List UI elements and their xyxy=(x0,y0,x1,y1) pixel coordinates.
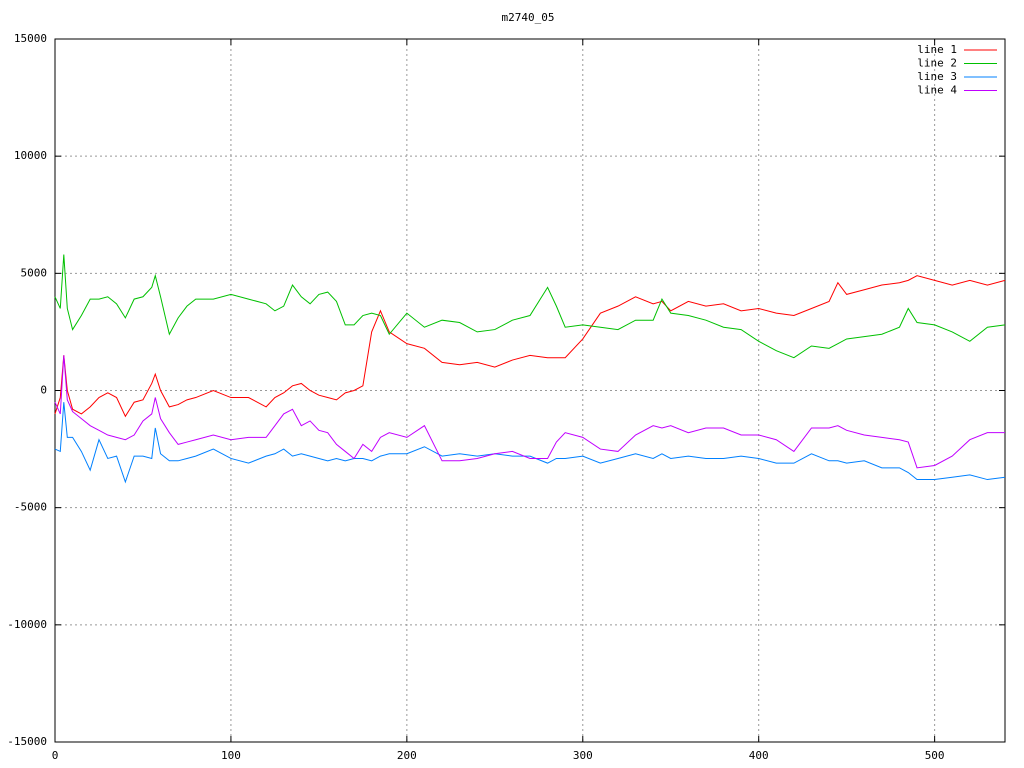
series-line xyxy=(54,402,1006,484)
legend-label: line 4 xyxy=(917,84,957,97)
x-tick-label: 400 xyxy=(749,749,769,762)
y-tick-label: -10000 xyxy=(7,618,47,631)
y-tick-label: -15000 xyxy=(7,735,47,748)
legend-label: line 2 xyxy=(917,57,957,70)
y-tick-label: 5000 xyxy=(21,266,48,279)
y-tick-label: 0 xyxy=(40,384,47,397)
x-tick-label: 300 xyxy=(573,749,593,762)
chart-title: m2740_05 xyxy=(502,11,555,24)
y-tick-label: 10000 xyxy=(14,149,47,162)
y-tick-label: -5000 xyxy=(14,501,47,514)
series-line xyxy=(54,275,1006,418)
x-tick-label: 500 xyxy=(925,749,945,762)
series-line xyxy=(54,355,1005,469)
series-line xyxy=(54,254,1006,359)
legend-label: line 3 xyxy=(917,70,957,83)
plot-frame xyxy=(54,38,1006,743)
x-tick-label: 100 xyxy=(221,749,241,762)
y-tick-label: 15000 xyxy=(14,32,47,45)
x-tick-label: 200 xyxy=(397,749,417,762)
legend-label: line 1 xyxy=(917,43,957,56)
x-tick-label: 0 xyxy=(52,749,59,762)
